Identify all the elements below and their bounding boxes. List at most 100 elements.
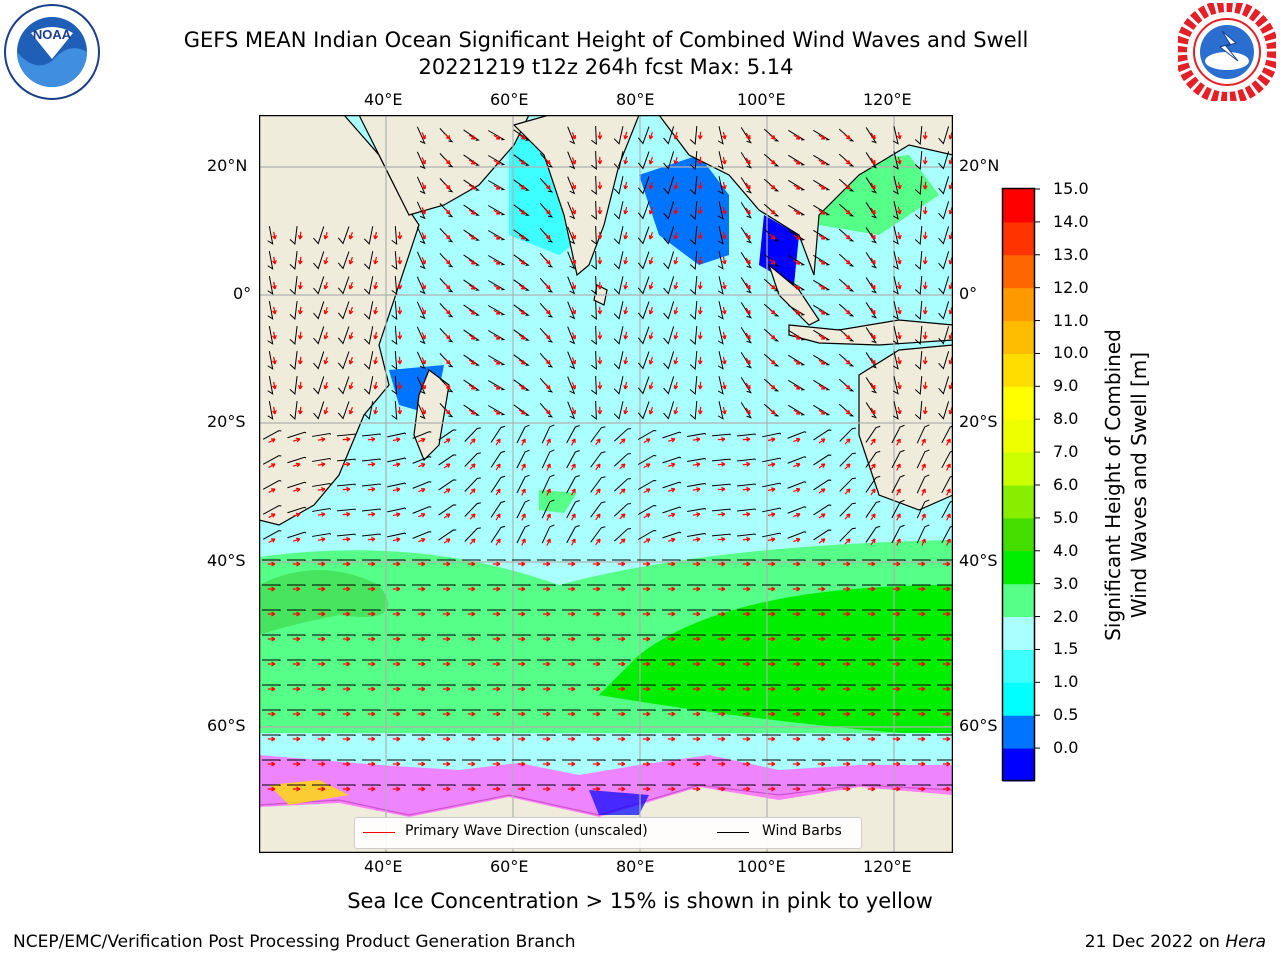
wave-direction-arrow bbox=[917, 686, 926, 692]
wind-barb bbox=[512, 759, 531, 761]
wind-barb bbox=[539, 327, 554, 343]
wave-direction-arrow bbox=[697, 381, 703, 390]
wave-direction-arrow bbox=[518, 309, 526, 315]
wave-direction-arrow bbox=[421, 332, 426, 340]
wind-barb bbox=[788, 229, 806, 241]
wave-direction-arrow bbox=[571, 157, 577, 165]
wave-direction-arrow bbox=[769, 283, 776, 290]
wave-direction-arrow bbox=[917, 661, 926, 667]
wind-barb bbox=[537, 684, 556, 686]
wind-barb bbox=[587, 559, 606, 561]
wave-direction-arrow bbox=[917, 611, 926, 617]
wind-barb bbox=[663, 401, 675, 420]
wave-direction-arrow bbox=[297, 306, 303, 315]
wave-direction-arrow bbox=[946, 463, 951, 471]
wave-direction-arrow bbox=[567, 686, 576, 692]
wind-barb bbox=[812, 659, 831, 661]
wind-barb bbox=[614, 478, 632, 492]
wind-barb bbox=[865, 425, 881, 443]
wind-barb bbox=[513, 229, 530, 241]
wind-barb bbox=[612, 684, 631, 686]
wave-direction-arrow bbox=[592, 661, 601, 667]
wind-barb bbox=[763, 153, 780, 167]
wind-barb bbox=[788, 129, 806, 141]
wave-direction-arrow bbox=[521, 488, 526, 496]
wave-direction-arrow bbox=[697, 181, 703, 190]
wind-barb bbox=[387, 532, 407, 538]
wind-barb bbox=[813, 179, 831, 191]
wave-direction-arrow bbox=[367, 586, 376, 592]
wind-barb bbox=[336, 483, 356, 487]
wave-direction-arrow bbox=[468, 409, 476, 415]
wave-direction-arrow bbox=[867, 786, 876, 792]
wave-direction-arrow bbox=[571, 438, 576, 446]
wave-direction-arrow bbox=[892, 736, 901, 742]
wave-direction-arrow bbox=[617, 686, 626, 692]
wind-barb bbox=[289, 401, 298, 420]
wind-barb bbox=[662, 559, 681, 561]
wind-barb bbox=[740, 127, 752, 144]
wind-barb bbox=[463, 254, 480, 266]
wind-barb bbox=[938, 201, 950, 220]
wave-direction-arrow bbox=[592, 711, 601, 717]
wind-barb bbox=[717, 301, 724, 320]
wind-barb bbox=[462, 759, 481, 761]
colorbar-segment bbox=[1003, 189, 1034, 223]
wave-direction-arrow bbox=[767, 611, 776, 617]
wind-barb bbox=[287, 709, 306, 711]
wave-direction-arrow bbox=[842, 636, 851, 642]
wave-direction-arrow bbox=[673, 281, 679, 290]
wind-barb bbox=[937, 609, 953, 611]
wave-direction-arrow bbox=[721, 306, 727, 315]
wave-direction-arrow bbox=[692, 711, 701, 717]
wind-barb bbox=[865, 475, 881, 493]
wave-direction-arrow bbox=[867, 636, 876, 642]
wave-direction-arrow bbox=[292, 761, 301, 767]
wave-direction-arrow bbox=[717, 586, 726, 592]
wind-barb bbox=[862, 659, 881, 661]
wind-barb bbox=[566, 525, 580, 544]
wind-barb bbox=[689, 250, 698, 270]
wind-barb bbox=[412, 609, 431, 611]
wave-direction-arrow bbox=[792, 736, 801, 742]
wind-barb bbox=[362, 609, 381, 611]
wave-direction-arrow bbox=[542, 761, 551, 767]
wave-direction-arrow bbox=[392, 661, 401, 667]
colorbar-tick-label: 4.0 bbox=[1053, 540, 1079, 560]
wind-barb bbox=[937, 659, 953, 661]
wind-barb bbox=[439, 328, 454, 343]
wind-barb bbox=[914, 400, 923, 421]
wave-direction-arrow bbox=[468, 259, 476, 265]
wind-barb bbox=[437, 709, 456, 711]
wind-barb bbox=[612, 784, 631, 786]
wave-direction-arrow bbox=[492, 786, 501, 792]
wind-barb bbox=[513, 204, 530, 216]
wind-barb bbox=[637, 784, 656, 786]
wind-barb bbox=[916, 424, 930, 444]
wind-barb bbox=[662, 584, 681, 586]
wave-direction-arrow bbox=[469, 488, 476, 495]
wind-barb bbox=[613, 226, 624, 245]
wave-direction-arrow bbox=[692, 487, 701, 492]
colorbar-segment bbox=[1003, 550, 1034, 585]
wave-direction-arrow bbox=[397, 231, 403, 240]
wind-barb bbox=[862, 709, 881, 711]
wave-direction-arrow bbox=[870, 488, 876, 496]
wind-barb bbox=[787, 634, 806, 636]
wind-barb bbox=[391, 400, 398, 421]
wind-barb bbox=[837, 609, 856, 611]
wind-barb bbox=[463, 379, 480, 391]
wave-direction-arrow bbox=[667, 711, 676, 717]
wave-direction-arrow bbox=[495, 538, 501, 546]
wave-direction-arrow bbox=[692, 437, 701, 442]
wind-barb bbox=[566, 500, 580, 519]
wave-direction-arrow bbox=[921, 463, 926, 471]
wind-barb bbox=[912, 584, 931, 586]
wave-zone-0m-andaman bbox=[759, 215, 799, 285]
wave-direction-arrow bbox=[417, 761, 426, 767]
wave-direction-arrow bbox=[721, 381, 727, 390]
wind-barb bbox=[865, 377, 878, 394]
wave-direction-arrow bbox=[597, 281, 603, 290]
wave-direction-arrow bbox=[348, 232, 354, 240]
wave-direction-arrow bbox=[767, 761, 776, 767]
